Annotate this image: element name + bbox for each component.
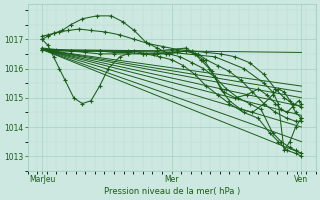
X-axis label: Pression niveau de la mer( hPa ): Pression niveau de la mer( hPa ) (104, 187, 240, 196)
